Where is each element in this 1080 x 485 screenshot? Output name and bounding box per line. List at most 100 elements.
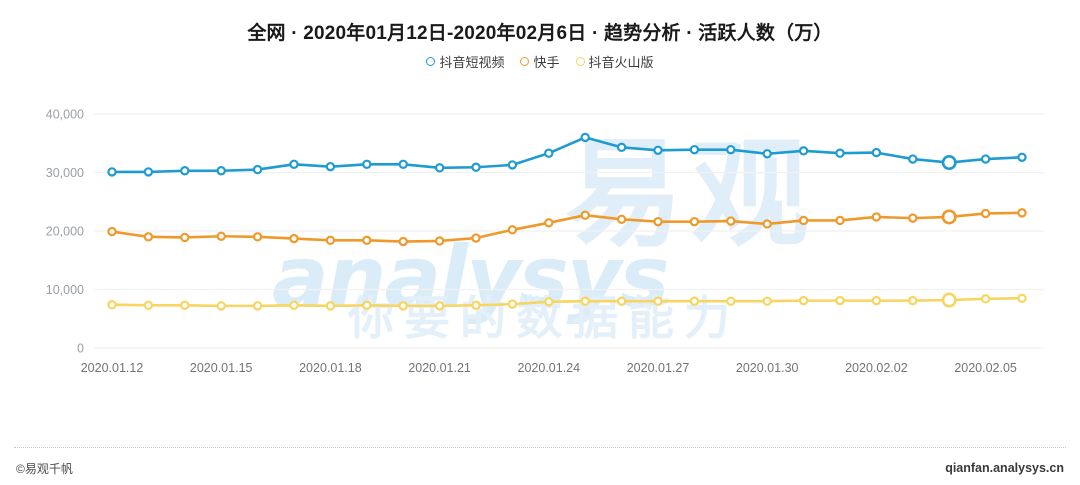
data-point[interactable] — [1017, 293, 1027, 303]
data-point[interactable] — [180, 300, 190, 310]
data-point[interactable] — [871, 212, 882, 222]
data-point[interactable] — [980, 208, 991, 219]
data-point[interactable] — [798, 215, 809, 226]
data-point[interactable] — [398, 301, 408, 311]
data-point[interactable] — [216, 231, 226, 241]
data-point[interactable] — [580, 296, 590, 306]
data-point[interactable] — [726, 216, 736, 226]
data-point[interactable] — [689, 216, 700, 227]
data-point[interactable] — [143, 167, 154, 177]
x-axis-tick-label: 2020.02.05 — [954, 361, 1017, 375]
chart-legend: 抖音短视频 快手 抖音火山版 — [0, 52, 1080, 71]
legend-item-0[interactable]: 抖音短视频 — [426, 52, 504, 71]
data-point[interactable] — [908, 295, 918, 306]
data-point-highlighted[interactable] — [941, 209, 957, 225]
legend-item-1[interactable]: 快手 — [520, 52, 560, 71]
y-axis-tick-label: 10,000 — [46, 283, 84, 297]
data-point[interactable] — [908, 213, 918, 223]
data-point[interactable] — [434, 163, 445, 173]
data-point[interactable] — [1017, 152, 1027, 162]
data-point[interactable] — [252, 164, 263, 175]
x-axis-tick-label: 2020.01.27 — [627, 361, 690, 375]
data-point[interactable] — [471, 300, 481, 310]
data-point[interactable] — [289, 233, 299, 244]
data-point[interactable] — [544, 218, 554, 228]
data-point[interactable] — [507, 225, 518, 235]
data-point[interactable] — [616, 296, 627, 306]
data-point[interactable] — [726, 296, 736, 306]
data-point[interactable] — [835, 148, 845, 158]
data-point[interactable] — [398, 159, 408, 170]
data-point[interactable] — [471, 233, 481, 243]
data-point[interactable] — [653, 216, 663, 227]
line-chart-plot: 0 10,000 20,000 30,000 40,000 2020.01.12 2020.… — [0, 80, 1080, 380]
data-point[interactable] — [980, 154, 991, 164]
data-point[interactable] — [471, 162, 481, 172]
data-point[interactable] — [653, 145, 663, 155]
data-point[interactable] — [180, 232, 190, 243]
x-axis-tick-label: 2020.01.21 — [408, 361, 471, 375]
data-point[interactable] — [689, 144, 700, 155]
data-point[interactable] — [544, 297, 554, 307]
data-point[interactable] — [252, 301, 263, 311]
x-axis-tick-label: 2020.02.02 — [845, 361, 908, 375]
data-point[interactable] — [835, 215, 845, 226]
data-point[interactable] — [434, 301, 445, 311]
data-point[interactable] — [252, 232, 263, 242]
data-point[interactable] — [798, 295, 809, 306]
data-point[interactable] — [107, 226, 117, 237]
legend-marker-icon — [426, 57, 436, 66]
data-point-highlighted[interactable] — [941, 292, 957, 308]
data-point[interactable] — [1017, 208, 1027, 218]
data-point[interactable] — [871, 147, 882, 158]
data-point[interactable] — [726, 144, 736, 155]
data-point[interactable] — [325, 235, 336, 246]
data-point[interactable] — [143, 232, 154, 242]
x-axis-tick-label: 2020.01.18 — [299, 361, 362, 375]
data-point[interactable] — [507, 160, 518, 170]
legend-label: 抖音火山版 — [588, 55, 654, 70]
data-point[interactable] — [871, 295, 882, 306]
footer-website[interactable]: qianfan.analysys.cn — [945, 461, 1064, 475]
data-point[interactable] — [107, 300, 117, 310]
data-point[interactable] — [653, 296, 663, 306]
data-point[interactable] — [398, 236, 408, 247]
data-point[interactable] — [616, 214, 627, 224]
x-axis-tick-label: 2020.01.12 — [81, 361, 144, 375]
data-point[interactable] — [689, 296, 700, 306]
data-point[interactable] — [580, 210, 590, 220]
data-point[interactable] — [580, 132, 590, 143]
data-point[interactable] — [143, 300, 154, 310]
page-title: 全网 · 2020年01月12日-2020年02月6日 · 趋势分析 · 活跃人… — [247, 23, 833, 44]
data-point[interactable] — [216, 301, 226, 311]
legend-item-2[interactable]: 抖音火山版 — [575, 52, 654, 71]
data-point[interactable] — [507, 299, 518, 309]
data-point[interactable] — [616, 142, 627, 153]
data-point[interactable] — [544, 148, 554, 158]
x-axis-tick-label: 2020.01.30 — [736, 361, 799, 375]
data-point[interactable] — [762, 296, 772, 306]
data-point[interactable] — [325, 301, 336, 311]
footer-divider — [14, 447, 1066, 448]
data-point[interactable] — [216, 166, 226, 176]
data-point[interactable] — [107, 167, 117, 177]
data-point[interactable] — [762, 219, 772, 229]
data-point-highlighted[interactable] — [941, 155, 957, 171]
data-point[interactable] — [762, 149, 772, 159]
data-point[interactable] — [798, 146, 809, 156]
data-point[interactable] — [289, 300, 299, 310]
data-point[interactable] — [434, 236, 445, 246]
data-point[interactable] — [835, 295, 845, 306]
data-point[interactable] — [362, 159, 372, 170]
data-point[interactable] — [908, 154, 918, 164]
data-point[interactable] — [362, 300, 372, 310]
series-line-0 — [110, 136, 1024, 174]
data-point[interactable] — [362, 235, 372, 246]
data-point[interactable] — [180, 166, 190, 176]
data-point[interactable] — [980, 294, 991, 304]
chart-footer: ©易观千帆 qianfan.analysys.cn — [0, 456, 1080, 480]
data-point[interactable] — [289, 159, 299, 170]
footer-copyright: ©易观千帆 — [16, 461, 73, 476]
series-line-2 — [110, 296, 1024, 308]
data-point[interactable] — [325, 161, 336, 172]
